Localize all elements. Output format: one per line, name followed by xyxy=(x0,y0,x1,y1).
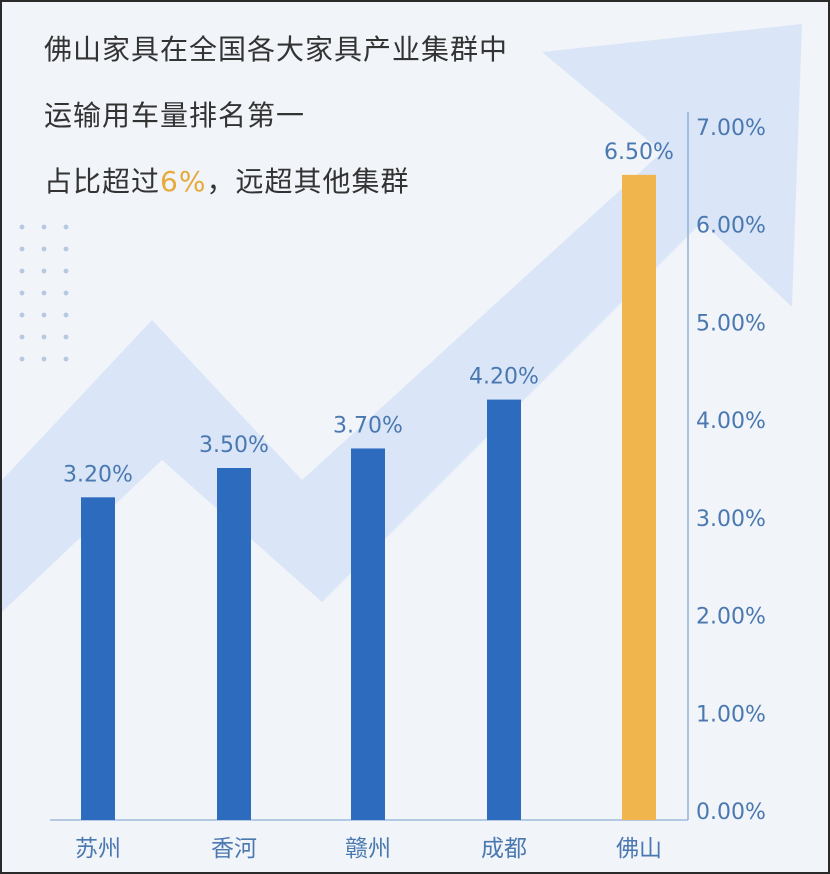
bar-value-label: 6.50% xyxy=(604,140,674,165)
y-tick-label: 2.00% xyxy=(696,605,766,630)
y-tick-label: 4.00% xyxy=(696,409,766,434)
headline-line-2: 运输用车量排名第一 xyxy=(44,99,306,132)
headline-line-3-suffix: ，远超其他集群 xyxy=(206,165,410,198)
y-tick-label: 5.00% xyxy=(696,311,766,336)
bar xyxy=(217,468,251,820)
bar xyxy=(351,448,385,820)
bar-value-label: 3.20% xyxy=(63,462,133,487)
trend-arrow-shape xyxy=(2,24,802,612)
bar-value-label: 4.20% xyxy=(469,365,539,390)
y-tick-label: 3.00% xyxy=(696,507,766,532)
category-label: 香河 xyxy=(211,836,257,862)
category-label: 赣州 xyxy=(345,836,391,862)
category-label: 苏州 xyxy=(75,836,121,862)
bar-value-label: 3.50% xyxy=(199,433,269,458)
dot-pattern-decoration xyxy=(19,224,69,362)
category-label: 佛山 xyxy=(616,836,662,862)
headline-line-3: 占比超过6%，远超其他集群 xyxy=(44,160,409,200)
y-tick-label: 6.00% xyxy=(696,214,766,239)
bar xyxy=(622,174,656,820)
y-tick-label: 1.00% xyxy=(696,702,766,727)
bar-value-label: 3.70% xyxy=(333,413,403,438)
headline-accent-value: 6% xyxy=(160,165,207,198)
headline-line-1: 佛山家具在全国各大家具产业集群中 xyxy=(44,33,509,66)
y-tick-label: 0.00% xyxy=(696,800,766,825)
bar xyxy=(487,399,521,820)
y-tick-label: 7.00% xyxy=(696,116,766,141)
category-label: 成都 xyxy=(481,836,527,862)
headline-line-3-prefix: 占比超过 xyxy=(44,165,161,198)
bar xyxy=(81,497,115,820)
